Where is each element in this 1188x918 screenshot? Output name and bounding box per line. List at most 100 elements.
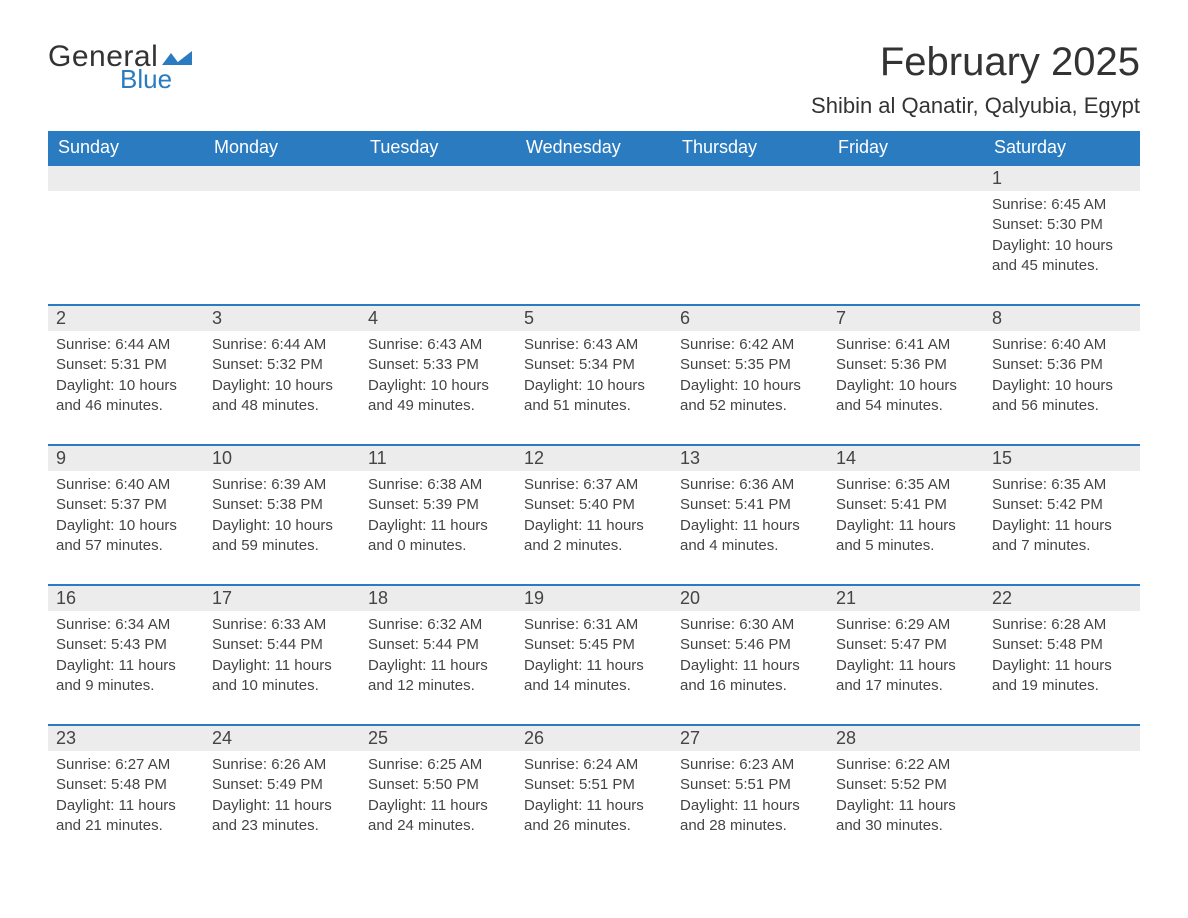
calendar-cell-header — [984, 724, 1140, 751]
calendar-cell-header: 14 — [828, 444, 984, 471]
calendar-cell-body — [984, 751, 1140, 864]
day-details: Sunrise: 6:35 AMSunset: 5:41 PMDaylight:… — [828, 471, 984, 584]
calendar-cell-header: 3 — [204, 304, 360, 331]
day-number: 6 — [672, 304, 828, 331]
calendar-cell-body: Sunrise: 6:35 AMSunset: 5:41 PMDaylight:… — [828, 471, 984, 584]
calendar-cell-header: 26 — [516, 724, 672, 751]
empty-day — [516, 164, 672, 188]
calendar-cell-body: Sunrise: 6:24 AMSunset: 5:51 PMDaylight:… — [516, 751, 672, 864]
day-details: Sunrise: 6:30 AMSunset: 5:46 PMDaylight:… — [672, 611, 828, 724]
day-number: 2 — [48, 304, 204, 331]
empty-day — [48, 164, 204, 188]
day-details: Sunrise: 6:44 AMSunset: 5:32 PMDaylight:… — [204, 331, 360, 444]
calendar-cell-header: 5 — [516, 304, 672, 331]
day-details: Sunrise: 6:32 AMSunset: 5:44 PMDaylight:… — [360, 611, 516, 724]
calendar-cell-header — [672, 164, 828, 191]
calendar-cell-body: Sunrise: 6:37 AMSunset: 5:40 PMDaylight:… — [516, 471, 672, 584]
calendar-cell-body — [360, 191, 516, 304]
calendar-cell-header: 19 — [516, 584, 672, 611]
day-details: Sunrise: 6:29 AMSunset: 5:47 PMDaylight:… — [828, 611, 984, 724]
calendar-cell-body — [48, 191, 204, 304]
day-number: 24 — [204, 724, 360, 751]
calendar-body: 1 Sunrise: 6:45 AMSunset: 5:30 PMDayligh… — [48, 164, 1140, 864]
calendar-cell-header: 17 — [204, 584, 360, 611]
calendar-cell-header: 16 — [48, 584, 204, 611]
empty-day — [984, 724, 1140, 748]
calendar-cell-header — [360, 164, 516, 191]
day-number: 13 — [672, 444, 828, 471]
calendar-cell-body: Sunrise: 6:32 AMSunset: 5:44 PMDaylight:… — [360, 611, 516, 724]
day-number: 17 — [204, 584, 360, 611]
day-details: Sunrise: 6:24 AMSunset: 5:51 PMDaylight:… — [516, 751, 672, 864]
calendar-cell-body: Sunrise: 6:45 AMSunset: 5:30 PMDaylight:… — [984, 191, 1140, 304]
empty-day — [204, 164, 360, 188]
calendar-cell-body: Sunrise: 6:40 AMSunset: 5:36 PMDaylight:… — [984, 331, 1140, 444]
empty-day — [828, 164, 984, 188]
calendar-cell-header: 22 — [984, 584, 1140, 611]
calendar-cell-body: Sunrise: 6:28 AMSunset: 5:48 PMDaylight:… — [984, 611, 1140, 724]
weekday-row: SundayMondayTuesdayWednesdayThursdayFrid… — [48, 131, 1140, 164]
day-number: 22 — [984, 584, 1140, 611]
calendar-cell-body: Sunrise: 6:27 AMSunset: 5:48 PMDaylight:… — [48, 751, 204, 864]
weekday-header: Thursday — [672, 131, 828, 164]
day-number: 28 — [828, 724, 984, 751]
calendar-cell-header — [516, 164, 672, 191]
calendar-cell-body — [204, 191, 360, 304]
calendar-cell-header: 18 — [360, 584, 516, 611]
day-details: Sunrise: 6:37 AMSunset: 5:40 PMDaylight:… — [516, 471, 672, 584]
empty-day — [360, 164, 516, 188]
calendar-cell-header: 12 — [516, 444, 672, 471]
day-number: 8 — [984, 304, 1140, 331]
calendar-cell-body: Sunrise: 6:42 AMSunset: 5:35 PMDaylight:… — [672, 331, 828, 444]
month-title: February 2025 — [811, 40, 1140, 85]
day-details: Sunrise: 6:40 AMSunset: 5:37 PMDaylight:… — [48, 471, 204, 584]
calendar-cell-body: Sunrise: 6:39 AMSunset: 5:38 PMDaylight:… — [204, 471, 360, 584]
day-number: 21 — [828, 584, 984, 611]
day-number: 23 — [48, 724, 204, 751]
day-number: 18 — [360, 584, 516, 611]
calendar-cell-body: Sunrise: 6:26 AMSunset: 5:49 PMDaylight:… — [204, 751, 360, 864]
calendar-cell-body: Sunrise: 6:35 AMSunset: 5:42 PMDaylight:… — [984, 471, 1140, 584]
calendar-cell-header: 2 — [48, 304, 204, 331]
logo: General Blue — [48, 40, 192, 95]
calendar-cell-body: Sunrise: 6:34 AMSunset: 5:43 PMDaylight:… — [48, 611, 204, 724]
day-number: 9 — [48, 444, 204, 471]
calendar-cell-header — [204, 164, 360, 191]
empty-day — [672, 164, 828, 188]
calendar-cell-header: 9 — [48, 444, 204, 471]
day-number: 3 — [204, 304, 360, 331]
day-details: Sunrise: 6:45 AMSunset: 5:30 PMDaylight:… — [984, 191, 1140, 304]
day-details: Sunrise: 6:43 AMSunset: 5:33 PMDaylight:… — [360, 331, 516, 444]
calendar-cell-body: Sunrise: 6:22 AMSunset: 5:52 PMDaylight:… — [828, 751, 984, 864]
calendar-cell-header: 4 — [360, 304, 516, 331]
calendar-cell-body: Sunrise: 6:29 AMSunset: 5:47 PMDaylight:… — [828, 611, 984, 724]
day-details: Sunrise: 6:22 AMSunset: 5:52 PMDaylight:… — [828, 751, 984, 864]
calendar-cell-header: 7 — [828, 304, 984, 331]
day-number: 7 — [828, 304, 984, 331]
day-details: Sunrise: 6:38 AMSunset: 5:39 PMDaylight:… — [360, 471, 516, 584]
day-number: 25 — [360, 724, 516, 751]
calendar-cell-body: Sunrise: 6:43 AMSunset: 5:34 PMDaylight:… — [516, 331, 672, 444]
location-subtitle: Shibin al Qanatir, Qalyubia, Egypt — [811, 93, 1140, 119]
day-details: Sunrise: 6:25 AMSunset: 5:50 PMDaylight:… — [360, 751, 516, 864]
calendar-cell-header: 8 — [984, 304, 1140, 331]
weekday-header: Friday — [828, 131, 984, 164]
day-number: 26 — [516, 724, 672, 751]
day-details: Sunrise: 6:31 AMSunset: 5:45 PMDaylight:… — [516, 611, 672, 724]
day-number: 16 — [48, 584, 204, 611]
calendar-cell-body — [828, 191, 984, 304]
day-number: 27 — [672, 724, 828, 751]
calendar-cell-body — [672, 191, 828, 304]
weekday-header: Tuesday — [360, 131, 516, 164]
calendar-cell-header: 21 — [828, 584, 984, 611]
day-details: Sunrise: 6:33 AMSunset: 5:44 PMDaylight:… — [204, 611, 360, 724]
day-details: Sunrise: 6:36 AMSunset: 5:41 PMDaylight:… — [672, 471, 828, 584]
calendar-cell-header — [828, 164, 984, 191]
header: General Blue February 2025 Shibin al Qan… — [48, 40, 1140, 119]
title-block: February 2025 Shibin al Qanatir, Qalyubi… — [811, 40, 1140, 119]
day-details: Sunrise: 6:44 AMSunset: 5:31 PMDaylight:… — [48, 331, 204, 444]
day-details: Sunrise: 6:35 AMSunset: 5:42 PMDaylight:… — [984, 471, 1140, 584]
calendar-cell-body: Sunrise: 6:33 AMSunset: 5:44 PMDaylight:… — [204, 611, 360, 724]
calendar-cell-body: Sunrise: 6:36 AMSunset: 5:41 PMDaylight:… — [672, 471, 828, 584]
day-number: 20 — [672, 584, 828, 611]
